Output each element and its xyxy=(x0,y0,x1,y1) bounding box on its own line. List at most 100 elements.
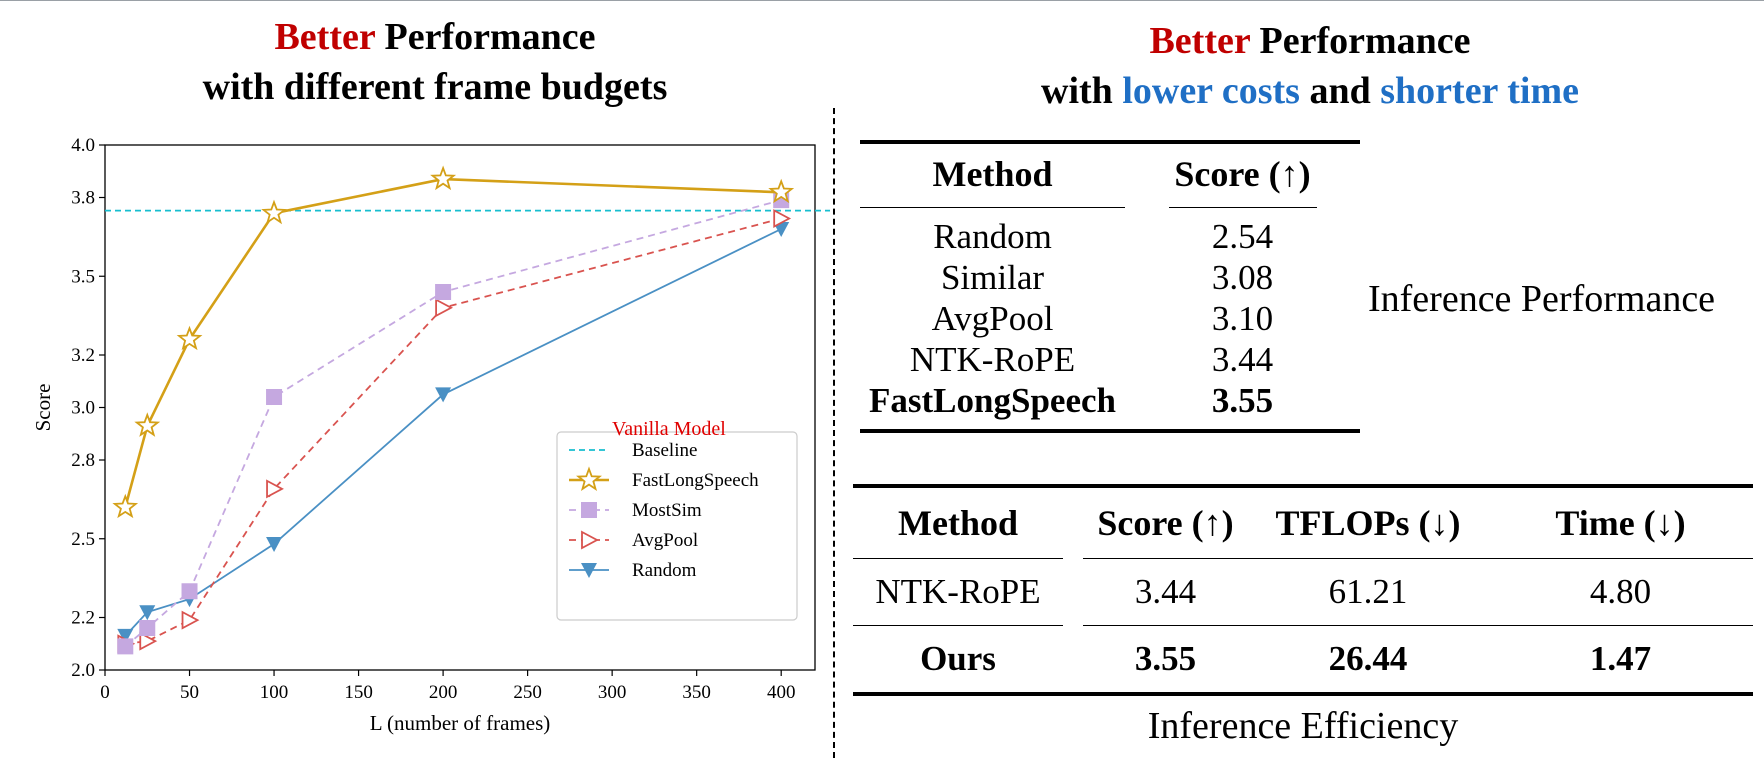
perf-cell: 3.10 xyxy=(1211,298,1274,338)
x-tick-label: 300 xyxy=(598,682,627,703)
legend-swatch-marker xyxy=(581,563,597,578)
eff-cell: 61.21 xyxy=(1248,559,1488,626)
eff-row-ours: Ours 3.55 26.44 1.47 xyxy=(853,626,1753,692)
y-tick-label: 3.2 xyxy=(71,345,95,366)
perf-cell: Random xyxy=(933,216,1052,256)
y-tick-label: 2.0 xyxy=(71,660,95,681)
y-axis-label: Score xyxy=(31,384,55,432)
data-point-avgpool xyxy=(773,209,792,228)
eff-header-score: Score (↑) xyxy=(1083,488,1248,559)
efficiency-table: Method Score (↑) TFLOPs (↓) Time (↓) NTK… xyxy=(853,484,1753,696)
data-point-mostsim xyxy=(435,284,452,300)
y-tick-label: 2.5 xyxy=(71,529,95,550)
x-tick-label: 0 xyxy=(100,682,110,703)
perf-cell: NTK-RoPE xyxy=(909,339,1076,379)
y-tick-label: 3.8 xyxy=(71,188,95,209)
data-point-random xyxy=(435,387,452,403)
eff-header-row: Method Score (↑) TFLOPs (↓) Time (↓) xyxy=(853,488,1753,559)
perf-cell: FastLongSpeech xyxy=(869,380,1116,420)
y-tick-label: 3.0 xyxy=(71,398,95,419)
dashed-divider xyxy=(833,108,835,758)
data-point-fastlongspeech xyxy=(430,165,457,191)
perf-header-method: Method xyxy=(860,144,1125,210)
eff-cell: 1.47 xyxy=(1589,639,1652,678)
x-tick-label: 100 xyxy=(260,682,289,703)
eff-cell: 3.44 xyxy=(1083,559,1248,626)
y-tick-label: 2.8 xyxy=(71,450,95,471)
perf-cell: 3.08 xyxy=(1211,257,1274,297)
eff-header-tflops: TFLOPs (↓) xyxy=(1248,488,1488,559)
x-tick-label: 250 xyxy=(513,682,542,703)
legend-label: FastLongSpeech xyxy=(632,470,759,491)
eff-header-method: Method xyxy=(853,488,1063,559)
x-tick-label: 50 xyxy=(180,682,199,703)
perf-header-row: Method Score (↑) xyxy=(860,144,1360,210)
legend-box xyxy=(556,431,798,621)
left-title-black: Performance xyxy=(375,16,596,58)
eff-cell: 3.55 xyxy=(1134,639,1197,678)
data-point-random xyxy=(266,537,283,552)
legend-label: Random xyxy=(632,560,697,581)
right-title-black: Performance xyxy=(1250,20,1471,62)
legend-swatch-marker xyxy=(581,530,599,550)
data-point-fastlongspeech xyxy=(261,199,287,225)
right-headline: Better Performance with lower costs and … xyxy=(880,16,1740,116)
perf-cell: AvgPool xyxy=(931,298,1054,338)
score-line-chart: 0 50 100 150 200 250 300 350 400 2.0 2.2 2.5 2.8 3.0 3… xyxy=(31,135,830,735)
x-tick-label: 400 xyxy=(767,682,796,703)
data-point-random xyxy=(139,605,156,621)
data-point-fastlongspeech xyxy=(176,325,203,351)
series-line-mostsim xyxy=(124,199,782,648)
perf-cell: 3.44 xyxy=(1211,339,1274,379)
right-title-l2c: and xyxy=(1299,70,1381,112)
left-headline: Better Performance with different frame … xyxy=(100,12,770,112)
performance-table: Method Score (↑) Random 2.54 Similar 3.08 … xyxy=(860,140,1360,433)
x-tick-label: 150 xyxy=(344,682,373,703)
data-point-avgpool xyxy=(266,479,284,499)
perf-row-fastlongspeech: FastLongSpeech 3.55 xyxy=(860,380,1360,429)
y-tick-label: 4.0 xyxy=(71,135,95,156)
data-point-fastlongspeech xyxy=(112,493,139,519)
legend-label: Baseline xyxy=(632,440,697,461)
eff-cell: Ours xyxy=(920,639,996,678)
eff-cell: 4.80 xyxy=(1488,559,1753,626)
legend-swatch-marker xyxy=(581,502,597,518)
eff-cell: 26.44 xyxy=(1328,639,1408,678)
data-point-mostsim xyxy=(266,389,283,405)
data-point-avgpool xyxy=(181,610,200,630)
legend-label: MostSim xyxy=(632,500,702,521)
left-title-line2: with different frame budgets xyxy=(202,66,668,108)
right-title-l2a: with xyxy=(1041,70,1123,112)
perf-cell: Similar xyxy=(940,257,1045,297)
series-line-fastlongspeech xyxy=(124,177,782,508)
data-point-mostsim xyxy=(117,638,134,655)
legend-label: AvgPool xyxy=(632,530,698,551)
eff-row-ntk-rope: NTK-RoPE 3.44 61.21 4.80 xyxy=(853,559,1753,626)
top-border-line xyxy=(0,0,1764,1)
legend-swatch-marker xyxy=(576,466,602,491)
left-title-red: Better xyxy=(274,16,376,58)
data-point-random xyxy=(117,628,134,644)
perf-cell: 2.54 xyxy=(1211,216,1274,256)
data-point-mostsim xyxy=(181,583,198,600)
data-point-avgpool xyxy=(435,298,454,318)
perf-cell: 3.55 xyxy=(1211,380,1274,420)
series-line-random xyxy=(124,228,782,637)
inference-performance-label: Inference Performance xyxy=(1368,278,1716,320)
y-tick-label: 3.5 xyxy=(71,266,95,287)
data-point-mostsim xyxy=(139,620,156,636)
data-point-avgpool xyxy=(139,631,158,651)
right-title-red: Better xyxy=(1149,20,1251,62)
x-tick-label: 350 xyxy=(682,682,711,703)
x-tick-label: 200 xyxy=(429,682,458,703)
legend-vanilla-note: Vanilla Model xyxy=(612,418,726,440)
right-title-shorter-time: shorter time xyxy=(1380,70,1579,112)
perf-row-random: Random 2.54 xyxy=(860,210,1360,257)
eff-header-time: Time (↓) xyxy=(1488,488,1753,559)
perf-row-similar: Similar 3.08 xyxy=(860,257,1360,298)
data-point-fastlongspeech xyxy=(134,412,161,437)
perf-header-score: Score (↑) xyxy=(1125,144,1360,210)
data-point-fastlongspeech xyxy=(768,178,795,204)
eff-cell: NTK-RoPE xyxy=(853,559,1063,626)
right-title-lower-costs: lower costs xyxy=(1122,70,1300,112)
